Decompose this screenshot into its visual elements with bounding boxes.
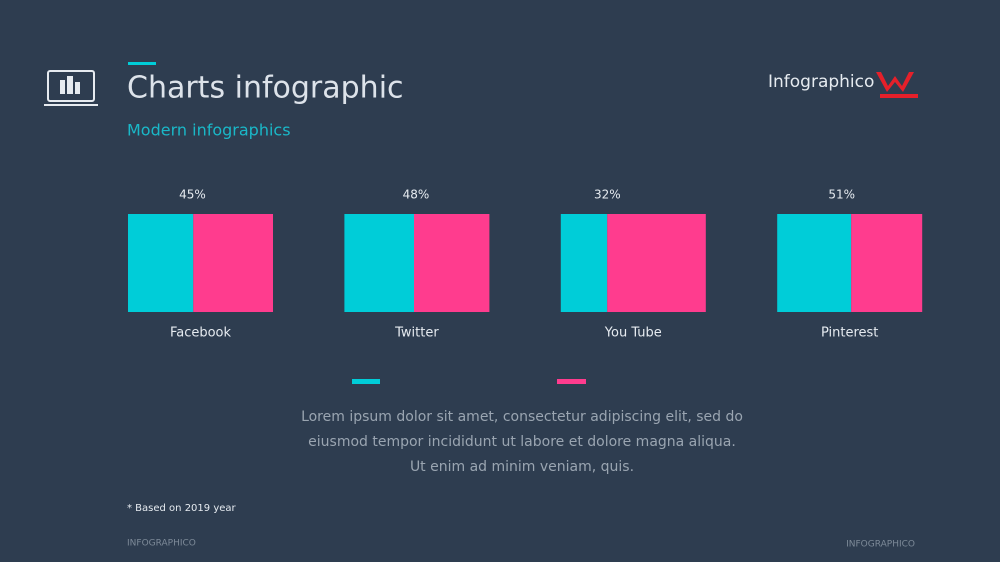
bar-segment — [344, 214, 414, 312]
data-label: 45% — [179, 188, 206, 202]
footer-right: INFOGRAPHICO — [846, 540, 915, 550]
legend-swatch — [352, 379, 380, 384]
bar-segment — [414, 214, 490, 312]
logo-mark — [876, 72, 918, 98]
subtitle: Modern infographics — [127, 121, 291, 140]
data-label: 48% — [403, 188, 430, 202]
body-text: Lorem ipsum dolor sit amet, consectetur … — [301, 409, 743, 475]
bar-segment — [777, 214, 852, 312]
bar-segment — [851, 214, 923, 312]
category-label: Pinterest — [821, 326, 878, 341]
title-accent — [128, 62, 156, 65]
bar-segment — [607, 214, 706, 312]
data-label: 32% — [594, 188, 621, 202]
footer-left: INFOGRAPHICO — [127, 539, 196, 549]
logo-text: Infographico — [768, 72, 874, 92]
category-label: You Tube — [604, 326, 662, 341]
category-label: Twitter — [394, 326, 439, 341]
bar-segment — [193, 214, 273, 312]
legend-swatch — [557, 379, 586, 384]
data-label: 51% — [828, 188, 855, 202]
title: Charts infographic — [127, 71, 404, 106]
bar-segment — [560, 214, 608, 312]
bar-segment — [128, 214, 194, 312]
category-label: Facebook — [170, 326, 232, 341]
footnote: * Based on 2019 year — [127, 503, 237, 514]
laptop-icon — [44, 70, 98, 106]
